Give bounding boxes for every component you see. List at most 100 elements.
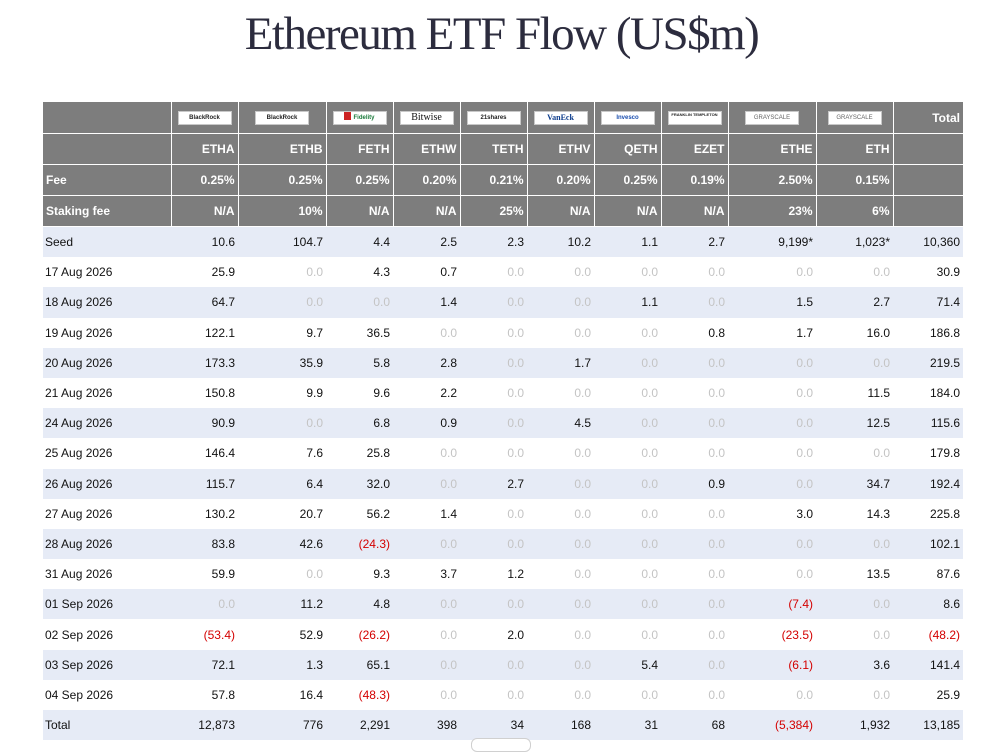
flow-cell: 25.8	[366, 446, 390, 461]
row-total-cell: 8.6	[893, 589, 963, 620]
row-label: 25 Aug 2026	[45, 446, 113, 461]
flow-cell: 0.0	[708, 265, 725, 280]
flow-cell: 0.0	[440, 687, 457, 702]
flow-cell: 0.0	[641, 506, 658, 521]
flow-cell: 0.0	[816, 589, 893, 620]
flow-cell: 9.7	[306, 325, 323, 340]
flow-cell: 0.0	[594, 408, 661, 439]
total-row: Total 12,873 776 2,291 398 34 168 31 68 (5,384) 1,…	[43, 710, 963, 741]
flow-cell: 1.5	[728, 287, 816, 318]
row-label: 18 Aug 2026	[43, 287, 171, 318]
flow-cell: 1.1	[594, 226, 661, 258]
table-row: 28 Aug 2026 83.8 42.6 (24.3) 0.0 0.0 0.0 0.0 0.0…	[43, 528, 963, 560]
ticker-header: ETHV	[527, 133, 595, 165]
row-label: 01 Sep 2026	[43, 589, 171, 620]
flow-cell: 2.8	[393, 347, 460, 378]
flow-cell: 0.0	[873, 446, 890, 461]
flow-cell: 0.0	[796, 687, 813, 702]
fee-total-blank	[893, 164, 963, 196]
flow-cell: 0.0	[460, 528, 527, 560]
ticker-header: QETH	[594, 133, 662, 165]
flow-cell: 1,023*	[816, 226, 893, 258]
staking-fee-value: N/A	[527, 195, 595, 227]
flow-cell: 0.8	[708, 325, 725, 340]
flow-cell: 0.0	[641, 567, 658, 582]
issuer-logo-row: BlackRock BlackRock Fidelity Bitwise 21s…	[43, 102, 963, 134]
flow-cell: 0.0	[796, 567, 813, 582]
staking-fee-value: N/A	[661, 195, 729, 227]
flow-cell: 1.3	[238, 649, 326, 680]
flow-cell: 6.8	[326, 408, 393, 439]
flow-cell: 0.0	[661, 347, 728, 378]
flow-cell: 0.0	[728, 347, 816, 378]
row-total-cell: 10,360	[893, 226, 963, 258]
row-total-cell: 184.0	[929, 386, 960, 401]
flow-cell: 0.0	[574, 567, 591, 582]
staking-fee-value: 10%	[238, 195, 327, 227]
flow-cell: 0.0	[708, 627, 725, 642]
table-row: 17 Aug 2026 25.9 0.0 4.3 0.7 0.0 0.0 0.0 0.0 0.0 0…	[43, 257, 963, 287]
flow-cell: 0.0	[641, 265, 658, 280]
flow-cell: 2.3	[460, 226, 527, 258]
issuer-cell: Bitwise	[393, 102, 461, 134]
flow-cell: 173.3	[171, 347, 238, 378]
flow-cell: 130.2	[204, 506, 235, 521]
fee-value: 0.20%	[527, 164, 595, 196]
ticker-header: EZET	[661, 133, 729, 165]
ticker-total-blank	[893, 133, 963, 165]
fee-label: Fee	[43, 164, 172, 196]
flow-cell: 0.0	[574, 265, 591, 280]
flow-cell: 0.0	[816, 528, 893, 560]
flow-cell: 0.0	[873, 265, 890, 280]
flow-cell: 9,199*	[728, 226, 816, 258]
flow-cell: 12.5	[816, 408, 893, 439]
fee-value: 0.15%	[816, 164, 894, 196]
flow-cell: 0.0	[238, 408, 326, 439]
flow-cell: 168	[527, 710, 594, 741]
row-label: Seed	[43, 226, 171, 258]
row-total-cell: 30.9	[936, 265, 960, 280]
flow-cell: 9.9	[306, 386, 323, 401]
flow-cell: (23.5)	[781, 627, 813, 642]
flow-cell: 1,932	[816, 710, 893, 741]
etf-flow-table: BlackRock BlackRock Fidelity Bitwise 21s…	[43, 102, 963, 741]
row-label: 31 Aug 2026	[45, 567, 113, 582]
flow-cell: 0.0	[527, 528, 594, 560]
fee-value: 0.25%	[326, 164, 394, 196]
flow-cell: 0.0	[460, 408, 527, 439]
flow-cell: 64.7	[171, 287, 238, 318]
flow-cell: 0.0	[641, 687, 658, 702]
flow-cell: 0.0	[393, 589, 460, 620]
flow-cell: 4.3	[373, 265, 390, 280]
ticker-header: FETH	[326, 133, 394, 165]
flow-cell: 0.0	[728, 408, 816, 439]
bottom-tab-handle[interactable]	[471, 738, 531, 752]
flow-cell: 7.6	[306, 446, 323, 461]
issuer-cell: Invesco	[594, 102, 662, 134]
flow-cell: 0.0	[460, 287, 527, 318]
row-total-cell: 219.5	[893, 347, 963, 378]
flow-cell: (48.3)	[358, 687, 390, 702]
flow-cell: 0.0	[641, 627, 658, 642]
flow-cell: (26.2)	[358, 627, 390, 642]
flow-cell: 0.0	[873, 687, 890, 702]
flow-cell: 0.0	[574, 687, 591, 702]
table-row: 25 Aug 2026 146.4 7.6 25.8 0.0 0.0 0.0 0.0 0.0 0.…	[43, 438, 963, 468]
staking-fee-value: N/A	[594, 195, 662, 227]
flow-cell: 0.9	[661, 468, 728, 499]
flow-cell: 1.7	[796, 325, 813, 340]
flow-cell: 0.0	[393, 468, 460, 499]
table-row: 26 Aug 2026 115.7 6.4 32.0 0.0 2.7 0.0 0.0 0.9 0.…	[43, 468, 963, 499]
flow-cell: 0.0	[708, 567, 725, 582]
row-label: 20 Aug 2026	[43, 347, 171, 378]
staking-fee-value: 23%	[728, 195, 817, 227]
ticker-row: ETHA ETHB FETH ETHW TETH ETHV QETH EZET …	[43, 133, 963, 165]
flow-cell: 0.0	[728, 468, 816, 499]
flow-cell: 0.0	[527, 287, 594, 318]
table-row: 27 Aug 2026 130.2 20.7 56.2 1.4 0.0 0.0 0.0 0.0 3…	[43, 499, 963, 529]
fidelity-mark-icon	[344, 111, 352, 120]
flow-cell: 6.4	[238, 468, 326, 499]
flow-cell: 0.0	[507, 687, 524, 702]
table-row: 02 Sep 2026 (53.4) 52.9 (26.2) 0.0 2.0 0.0 0.0 0…	[43, 619, 963, 649]
ticker-header: ETHW	[393, 133, 461, 165]
